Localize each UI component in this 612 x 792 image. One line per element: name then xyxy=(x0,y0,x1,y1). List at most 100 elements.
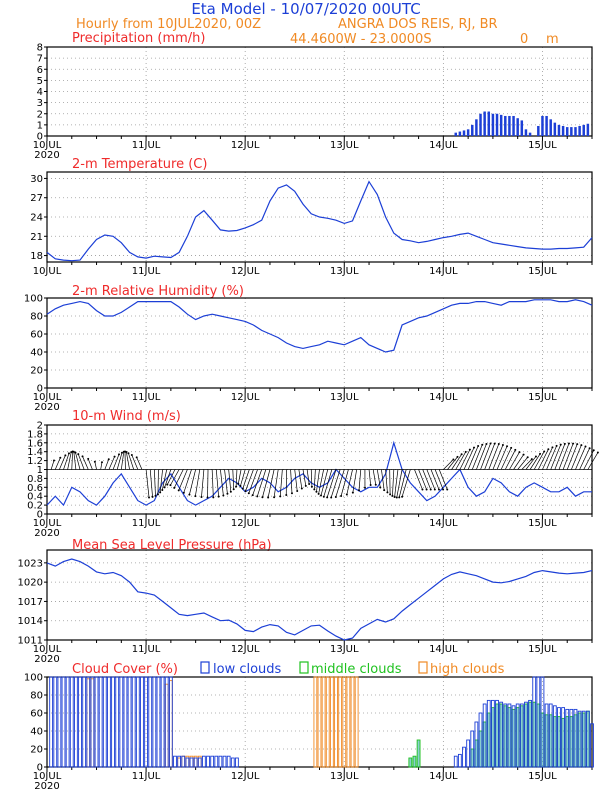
wind-vector-head xyxy=(300,487,303,490)
precip-bar xyxy=(524,129,528,136)
wind-vector xyxy=(538,449,549,470)
wind-vector-head xyxy=(456,455,459,458)
wind-vector xyxy=(215,469,219,497)
wind-vector xyxy=(94,461,97,470)
wind-vector-head xyxy=(154,494,157,497)
wind-vector-head xyxy=(182,491,185,494)
mslp-xtick-label: 11JUL xyxy=(132,644,161,655)
wind-vector-head xyxy=(374,483,377,486)
wind-vector xyxy=(401,469,411,497)
low-cloud-bar xyxy=(235,757,239,768)
low-cloud-bar xyxy=(82,676,87,768)
wind-vector-head xyxy=(514,448,517,451)
low-cloud-bar xyxy=(148,676,153,768)
wind-vector xyxy=(161,469,168,491)
precip-xtick-label: 11JUL xyxy=(132,140,161,151)
wind-vector xyxy=(513,454,524,470)
wind-vector-head xyxy=(239,484,242,487)
wind-vector-head xyxy=(464,450,467,453)
middle-cloud-bar xyxy=(416,739,421,768)
low-cloud-bar xyxy=(131,676,136,768)
low-cloud-bar xyxy=(507,703,512,768)
wind-vector-head xyxy=(530,458,533,461)
wind-vector xyxy=(392,469,395,496)
wind-vector-head xyxy=(72,450,75,453)
precip-bar xyxy=(495,113,499,136)
precip-xtick-label: 14JUL xyxy=(429,140,458,151)
wind-vector xyxy=(476,443,487,470)
wind-vector-head xyxy=(551,446,554,449)
high-cloud-bar xyxy=(329,676,334,768)
low-cloud-bar xyxy=(482,703,487,768)
wind-vector xyxy=(463,447,475,470)
wind-vector-head xyxy=(386,491,389,494)
rh-xtick-label: 14JUL xyxy=(429,392,458,403)
legend-middle-label: middle clouds xyxy=(311,662,402,677)
wind-vector xyxy=(346,469,353,495)
temp-xtick-label: 11JUL xyxy=(132,266,161,277)
wind-vectors xyxy=(47,442,599,499)
wind-vector xyxy=(71,451,73,470)
clouds-year-label: 2020 xyxy=(34,781,59,792)
low-cloud-bar xyxy=(569,708,574,768)
wind-vector xyxy=(358,469,362,491)
precip-bar xyxy=(549,119,552,136)
wind-vector xyxy=(335,469,345,498)
wind-vector-head xyxy=(100,461,103,464)
wind-xtick-label: 10JUL xyxy=(33,518,62,529)
temp-grid: 18 21 24 27 30 10JUL 11JUL 12JUL 13JUL 14JUL 15JUL xyxy=(30,172,593,277)
humidity-panel: 2-m Relative Humidity (%) 0 20 40 60 80 100 10… xyxy=(24,284,593,413)
wind-vector-head xyxy=(87,457,90,460)
mslp-xtick-label: 15JUL xyxy=(528,644,557,655)
low-cloud-bar xyxy=(528,699,532,768)
station-elevation: 0 xyxy=(520,32,528,47)
wind-vector-head xyxy=(391,494,394,497)
wind-vector xyxy=(385,469,388,493)
high-cloud-bar xyxy=(350,676,355,768)
low-cloud-bar xyxy=(581,710,586,768)
wind-vector-head xyxy=(526,456,529,459)
wind-vector-head xyxy=(588,447,591,450)
wind-vector xyxy=(340,469,349,497)
wind-vector xyxy=(500,447,512,470)
low-cloud-bar xyxy=(168,676,173,768)
precip-xtick-label: 13JUL xyxy=(330,140,359,151)
rh-ytick-label: 100 xyxy=(24,294,43,305)
wind-ytick-label: 0 xyxy=(37,510,43,521)
wind-vector xyxy=(504,449,516,470)
legend-low-swatch xyxy=(200,661,210,674)
wind-xtick-label: 13JUL xyxy=(330,518,359,529)
low-cloud-bar xyxy=(177,755,182,768)
mslp-xtick-label: 12JUL xyxy=(231,644,260,655)
precip-ytick-label: 2 xyxy=(37,109,43,120)
mslp-grid: 1011 1014 1017 1020 1023 10JUL 11JUL 12JUL 13JUL… xyxy=(18,550,593,665)
clouds-ytick-label: 60 xyxy=(30,709,43,720)
high-cloud-bar xyxy=(313,676,318,768)
wind-vector xyxy=(75,452,81,470)
clouds-xtick-label: 12JUL xyxy=(231,771,260,782)
low-cloud-bar xyxy=(466,739,471,768)
wind-vector-head xyxy=(468,448,471,451)
wind-vector xyxy=(430,469,440,490)
wind-vector-head xyxy=(53,459,56,462)
wind-vector xyxy=(326,469,337,498)
low-cloud-bar xyxy=(160,676,165,768)
wind-vector xyxy=(438,469,448,490)
wind-vector xyxy=(256,469,267,497)
wind-vector xyxy=(235,469,238,487)
wind-vector xyxy=(352,469,358,493)
temp-ytick-label: 27 xyxy=(30,193,43,204)
wind-vector-head xyxy=(563,442,566,445)
wind-xtick-label: 11JUL xyxy=(132,518,161,529)
wind-vector xyxy=(267,469,275,498)
wind-vector xyxy=(368,469,371,486)
wind-vector-head xyxy=(379,486,382,489)
low-cloud-bar xyxy=(201,755,206,768)
low-cloud-bar xyxy=(552,705,557,768)
precip-bar xyxy=(454,132,457,136)
wind-vector-head xyxy=(429,488,432,491)
wind-vector-head xyxy=(493,442,496,445)
wind-vector xyxy=(248,469,258,494)
wind-vector-head xyxy=(547,448,550,451)
clouds-ytick-label: 20 xyxy=(30,745,43,756)
